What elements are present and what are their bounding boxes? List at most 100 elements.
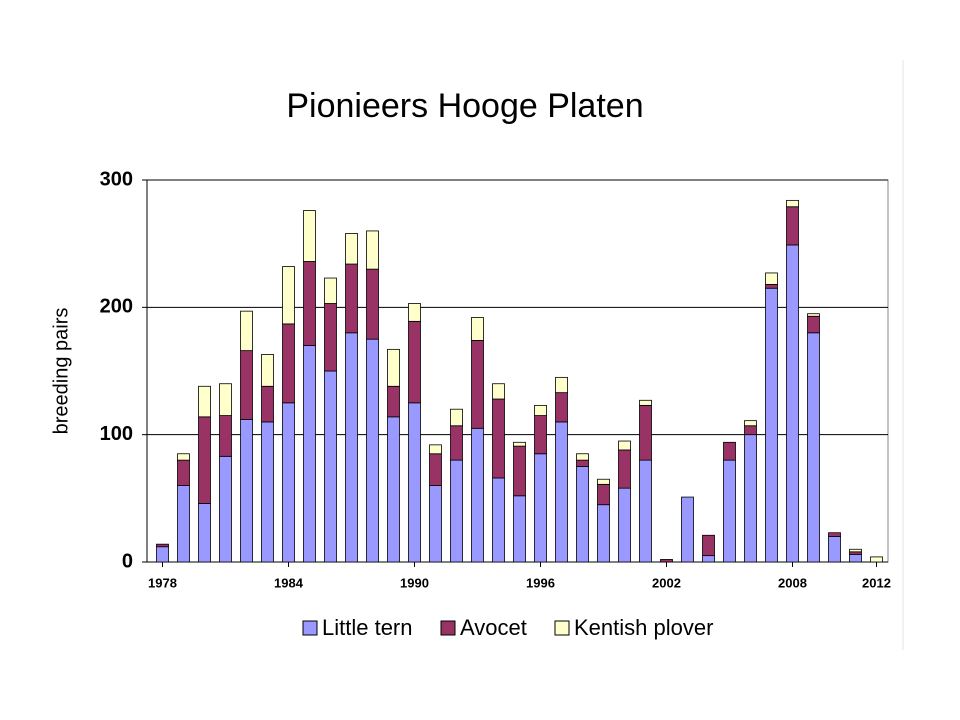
bar-segment xyxy=(765,287,778,563)
bar-segment xyxy=(492,383,505,400)
bar-segment xyxy=(429,485,442,563)
bar-segment xyxy=(261,385,274,423)
legend-label: Kentish plover xyxy=(574,615,713,640)
bar-segment xyxy=(534,415,547,455)
bar-segment xyxy=(198,385,211,418)
legend-swatch xyxy=(440,620,456,636)
bar-segment xyxy=(555,421,568,563)
bar-segment xyxy=(618,449,631,489)
bar-segment xyxy=(345,263,358,334)
bar-segment xyxy=(219,383,232,416)
bar-segment xyxy=(744,434,757,563)
bar-segment xyxy=(555,392,568,423)
bar-segment xyxy=(198,503,211,563)
bar-segment xyxy=(576,466,589,563)
bar-segment xyxy=(555,376,568,394)
bar-segment xyxy=(261,354,274,387)
bar-segment xyxy=(639,404,652,461)
bar-segment xyxy=(702,555,715,563)
bar-segment xyxy=(492,398,505,479)
chart-title: Pionieers Hooge Platen xyxy=(286,87,643,125)
bar-segment xyxy=(345,233,358,265)
bar-segment xyxy=(156,546,169,563)
bar-segment xyxy=(807,313,820,317)
bar-segment xyxy=(828,532,841,537)
bar-segment xyxy=(513,495,526,563)
bar-segment xyxy=(513,445,526,497)
bar-segment xyxy=(219,455,232,563)
bar-segment xyxy=(219,415,232,457)
bar-segment xyxy=(366,338,379,563)
bar-segment xyxy=(576,459,589,467)
y-axis-label: breeding pairs xyxy=(50,308,72,435)
bar-segment xyxy=(303,261,316,346)
bar-segment xyxy=(324,277,337,304)
bar-segment xyxy=(177,459,190,486)
bar-segment xyxy=(366,268,379,340)
bar-segment xyxy=(681,496,694,563)
bar-segment xyxy=(576,453,589,461)
x-tick-label: 2012 xyxy=(862,575,891,590)
bar-segment xyxy=(807,332,820,563)
bar-segment xyxy=(387,416,400,563)
bar-segment xyxy=(723,459,736,563)
bar-segment xyxy=(408,320,421,404)
bar-segment xyxy=(597,478,610,485)
bar-segment xyxy=(177,485,190,563)
bar-segment xyxy=(660,559,673,563)
bar-segment xyxy=(597,483,610,506)
bar-segment xyxy=(240,418,253,563)
bar-segment xyxy=(261,421,274,563)
bar-segment xyxy=(849,548,862,553)
bar-segment xyxy=(702,534,715,557)
bar-segment xyxy=(639,459,652,563)
bar-segment xyxy=(534,404,547,416)
bar-segment xyxy=(303,210,316,262)
y-tick-label: 100 xyxy=(100,423,133,445)
bar-segment xyxy=(429,444,442,455)
x-tick-label: 2008 xyxy=(778,575,807,590)
bar-segment xyxy=(282,266,295,325)
bar-segment xyxy=(408,402,421,563)
bar-segment xyxy=(366,230,379,270)
bar-segment xyxy=(324,370,337,563)
bar-segment xyxy=(450,425,463,461)
x-tick-label: 1978 xyxy=(148,575,177,590)
y-tick-label: 0 xyxy=(122,550,133,572)
y-tick-label: 200 xyxy=(100,296,133,318)
y-tick-label: 300 xyxy=(100,168,133,190)
bar-segment xyxy=(492,477,505,563)
x-tick-label: 1984 xyxy=(274,575,304,590)
bar-segment xyxy=(471,427,484,563)
legend-swatch xyxy=(554,620,570,636)
bar-segment xyxy=(408,303,421,322)
bar-segment xyxy=(744,425,757,436)
bar-segment xyxy=(450,408,463,427)
legend-label: Avocet xyxy=(460,615,527,640)
bar-segment xyxy=(198,416,211,504)
bar-segment xyxy=(429,453,442,486)
bar-segment xyxy=(345,332,358,563)
bar-segment xyxy=(786,244,799,563)
bar-segment xyxy=(765,272,778,285)
bar-segment xyxy=(324,303,337,372)
bar-segment xyxy=(828,536,841,563)
bar-segment xyxy=(744,420,757,427)
bar-segment xyxy=(534,453,547,563)
bar-segment xyxy=(807,315,820,334)
bar-segment xyxy=(618,440,631,451)
bar-segment xyxy=(282,402,295,563)
bar-segment xyxy=(303,345,316,563)
bar-segment xyxy=(387,385,400,418)
bar-segment xyxy=(471,340,484,429)
bar-segment xyxy=(387,348,400,387)
bar-segment xyxy=(177,453,190,461)
bar-segment xyxy=(240,310,253,352)
bar-segment xyxy=(450,459,463,563)
legend-swatch xyxy=(302,620,318,636)
bar-segment xyxy=(471,317,484,341)
bar-segment xyxy=(618,487,631,563)
legend-label: Little tern xyxy=(322,615,413,640)
bar-segment xyxy=(870,556,883,563)
